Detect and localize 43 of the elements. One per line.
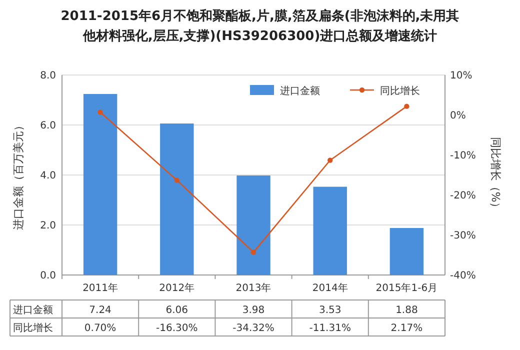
x-tick-label: 2013年 [236,282,272,294]
data-label: 6.06 [166,305,188,316]
y-tick-label: 2.0 [40,220,56,232]
point [404,104,410,109]
y2-tick-label: -40% [450,270,476,282]
legend-label: 进口金额 [280,85,320,97]
bar [236,176,270,275]
data-label: -34.32% [232,323,274,334]
text: 同比增长 [13,323,53,334]
y-tick-label: 6.0 [40,120,56,132]
y2-tick-label: -20% [450,190,476,202]
data-label: -16.30% [156,323,198,334]
data-label: -11.31% [309,323,351,334]
title: 2011-2015年6月不饱和聚酯板,片,膜,箔及扁条(非泡沫料的,未用其他材料强化,层压,支撑)(HS39206300)进口总额及增速统计 [60,9,460,44]
legend-label: 同比增长 [380,85,420,97]
data-label: 3.53 [318,305,342,316]
x-tick-label: 2011年 [82,282,118,294]
y-tick-label: 4.0 [40,170,56,182]
point [98,110,103,115]
point [174,178,180,183]
x-tick-label: 2015年1-6月 [376,282,438,294]
bar [83,94,118,275]
y-tick-label: 0.0 [40,270,56,282]
data-label: 2.17% [390,323,423,334]
y-axis-title: 进口金额（百万美元） [12,120,25,230]
y-tick-label: 8.0 [40,70,56,82]
bar [160,124,194,275]
bar [390,228,424,275]
point [250,250,256,255]
x-tick-label: 2014年 [312,282,348,294]
data-label: 7.24 [89,305,112,316]
point [328,158,333,163]
y2-axis-title: 同比增长（%） [489,136,502,214]
y2-tick-label: -10% [450,150,476,162]
data-label: 0.70% [84,323,116,334]
data-label: 3.98 [242,305,265,316]
y2-tick-label: 0% [450,110,466,122]
x-tick-label: 2012年 [159,282,195,294]
data-label: 1.88 [396,305,418,316]
bar [313,186,347,275]
y2-tick-label: -30% [450,230,476,242]
text: 进口金额 [13,305,53,316]
y2-tick-label: 10% [450,70,472,82]
